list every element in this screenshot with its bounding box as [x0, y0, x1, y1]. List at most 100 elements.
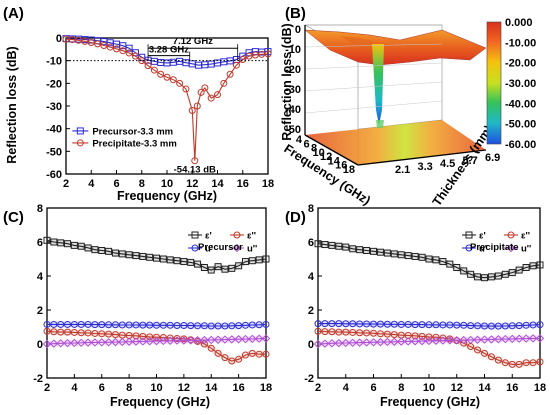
frequency-tick-label: 12: [320, 151, 332, 163]
data-point: [235, 355, 243, 363]
data-point: [169, 76, 177, 84]
data-point: [207, 335, 216, 345]
data-point: [383, 330, 391, 338]
thickness-axis: [304, 134, 359, 166]
data-point: [255, 256, 263, 264]
data-point: [75, 36, 83, 44]
x-tick-label: 18: [262, 178, 274, 190]
data-point: [207, 322, 215, 330]
y-tick-label: 2: [37, 305, 43, 317]
y-tick-label: 8: [37, 203, 43, 215]
data-point: [188, 107, 196, 115]
data-point: [234, 335, 243, 344]
data-point: [334, 338, 344, 348]
data-point: [342, 328, 350, 336]
legend-marker: [465, 231, 473, 239]
colorbar-tick-label: -30.00: [505, 78, 536, 90]
data-point: [255, 350, 263, 358]
data-point: [105, 321, 113, 329]
data-point: [438, 336, 448, 345]
data-point: [57, 239, 65, 247]
frequency-tick-label: 4: [296, 134, 303, 146]
data-point: [159, 321, 167, 329]
data-point: [514, 334, 524, 343]
data-point: [111, 249, 119, 257]
legend-marker: [507, 231, 515, 239]
data-point: [376, 248, 384, 256]
x-tick-label: 14: [205, 382, 218, 394]
data-point: [125, 44, 133, 52]
data-point: [418, 332, 426, 340]
data-point: [207, 94, 215, 102]
x-tick-label: 10: [150, 382, 162, 394]
panel-d-xlabel: Frequency (GHz): [380, 395, 480, 409]
data-point: [145, 337, 154, 346]
x-tick-label: 12: [451, 382, 463, 394]
data-point: [146, 321, 154, 329]
x-tick-label: 12: [186, 178, 198, 190]
y-tick-label: -50: [46, 146, 62, 158]
data-point: [207, 344, 215, 352]
data-point: [335, 242, 343, 250]
data-point: [522, 321, 530, 329]
data-point: [173, 257, 181, 265]
z-tick-label: -10: [285, 44, 301, 56]
data-point: [501, 359, 509, 367]
data-point: [91, 329, 99, 337]
data-point: [165, 336, 175, 345]
data-point: [349, 320, 357, 328]
y-tick-label: 0: [56, 33, 62, 45]
data-point: [248, 349, 256, 357]
data-point: [241, 351, 249, 359]
data-point: [97, 338, 106, 347]
data-point: [105, 247, 113, 255]
data-point: [508, 322, 516, 330]
x-tick-label: 4: [343, 382, 350, 394]
panel-c-label: (C): [3, 209, 24, 226]
data-point: [390, 250, 398, 258]
data-point: [522, 359, 530, 367]
data-point: [480, 335, 489, 344]
thickness-tick-label: 6.9: [485, 152, 500, 164]
data-point: [153, 254, 160, 262]
data-point: [77, 338, 86, 348]
data-point: [460, 321, 468, 329]
data-point: [363, 329, 371, 337]
data-point: [227, 335, 236, 344]
data-point: [341, 338, 350, 348]
data-point: [64, 240, 72, 248]
data-point: [77, 329, 85, 337]
data-point: [262, 350, 270, 358]
data-point: [221, 354, 229, 362]
panel-d-title: Precipitate: [470, 242, 519, 253]
data-point: [473, 335, 482, 344]
data-point: [201, 84, 209, 92]
legend-marker: [191, 231, 199, 239]
data-point: [248, 257, 256, 265]
data-point: [410, 337, 420, 346]
data-point: [446, 335, 454, 343]
data-point: [241, 334, 250, 344]
x-tick-label: 16: [233, 382, 245, 394]
y-tick-label: 6: [308, 237, 314, 249]
x-tick-label: 18: [260, 382, 272, 394]
series-line: [317, 243, 541, 279]
data-point: [255, 321, 263, 329]
thickness-tick-label: 4.5: [440, 158, 455, 170]
data-point: [362, 338, 371, 347]
data-point: [98, 330, 106, 338]
data-point: [356, 329, 364, 337]
x-tick-label: 10: [161, 178, 173, 190]
data-point: [370, 329, 377, 337]
data-point: [228, 357, 236, 365]
colorbar: [486, 21, 502, 145]
plot-frame: [317, 207, 541, 379]
data-point: [321, 328, 329, 336]
data-point: [166, 256, 174, 264]
data-point: [81, 37, 89, 45]
data-point: [383, 337, 392, 347]
legend-marker: [191, 244, 199, 252]
data-point: [77, 242, 85, 250]
data-point: [172, 336, 182, 345]
data-point: [328, 320, 336, 328]
